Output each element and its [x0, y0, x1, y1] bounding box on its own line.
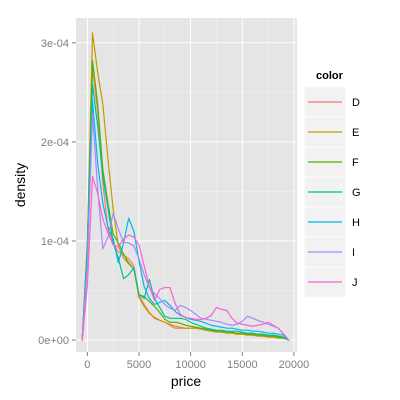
- y-tick-label: 0e+00: [38, 335, 69, 347]
- legend-items: D E F G H I J: [303, 86, 361, 298]
- y-axis-title: density: [12, 163, 28, 207]
- legend-label: I: [352, 247, 355, 259]
- x-axis: 0 5000 10000 15000 20000: [84, 352, 309, 371]
- major-gridlines: [76, 18, 297, 352]
- legend-label: D: [352, 97, 360, 109]
- plot-panel: [76, 18, 297, 352]
- series-line-e: [81, 32, 290, 341]
- legend-label: F: [352, 157, 359, 169]
- series-line-f: [81, 60, 290, 341]
- series-line-j: [81, 175, 290, 341]
- x-tick-label: 5000: [127, 359, 151, 371]
- y-tick-label: 2e-04: [41, 137, 69, 149]
- legend: color D E F G H I J: [303, 70, 361, 298]
- y-tick-label: 3e-04: [41, 38, 69, 50]
- legend-item-f: F: [303, 146, 359, 178]
- legend-label: E: [352, 127, 359, 139]
- legend-item-g: G: [303, 176, 361, 208]
- legend-item-h: H: [303, 206, 360, 238]
- legend-item-d: D: [303, 86, 360, 118]
- series-line-i: [81, 113, 290, 341]
- legend-label: H: [352, 217, 360, 229]
- x-tick-label: 15000: [227, 359, 258, 371]
- x-tick-label: 20000: [279, 359, 310, 371]
- y-tick-label: 1e-04: [41, 236, 69, 248]
- x-tick-label: 0: [84, 359, 90, 371]
- legend-item-i: I: [303, 236, 355, 268]
- legend-title: color: [316, 70, 344, 82]
- y-axis: 0e+00 1e-04 2e-04 3e-04: [38, 38, 76, 347]
- x-axis-title: price: [171, 373, 202, 389]
- series-lines: [81, 32, 290, 341]
- minor-gridlines: [76, 18, 297, 352]
- x-tick-label: 10000: [175, 359, 206, 371]
- legend-label: J: [352, 277, 358, 289]
- legend-item-j: J: [303, 266, 358, 298]
- legend-label: G: [352, 187, 361, 199]
